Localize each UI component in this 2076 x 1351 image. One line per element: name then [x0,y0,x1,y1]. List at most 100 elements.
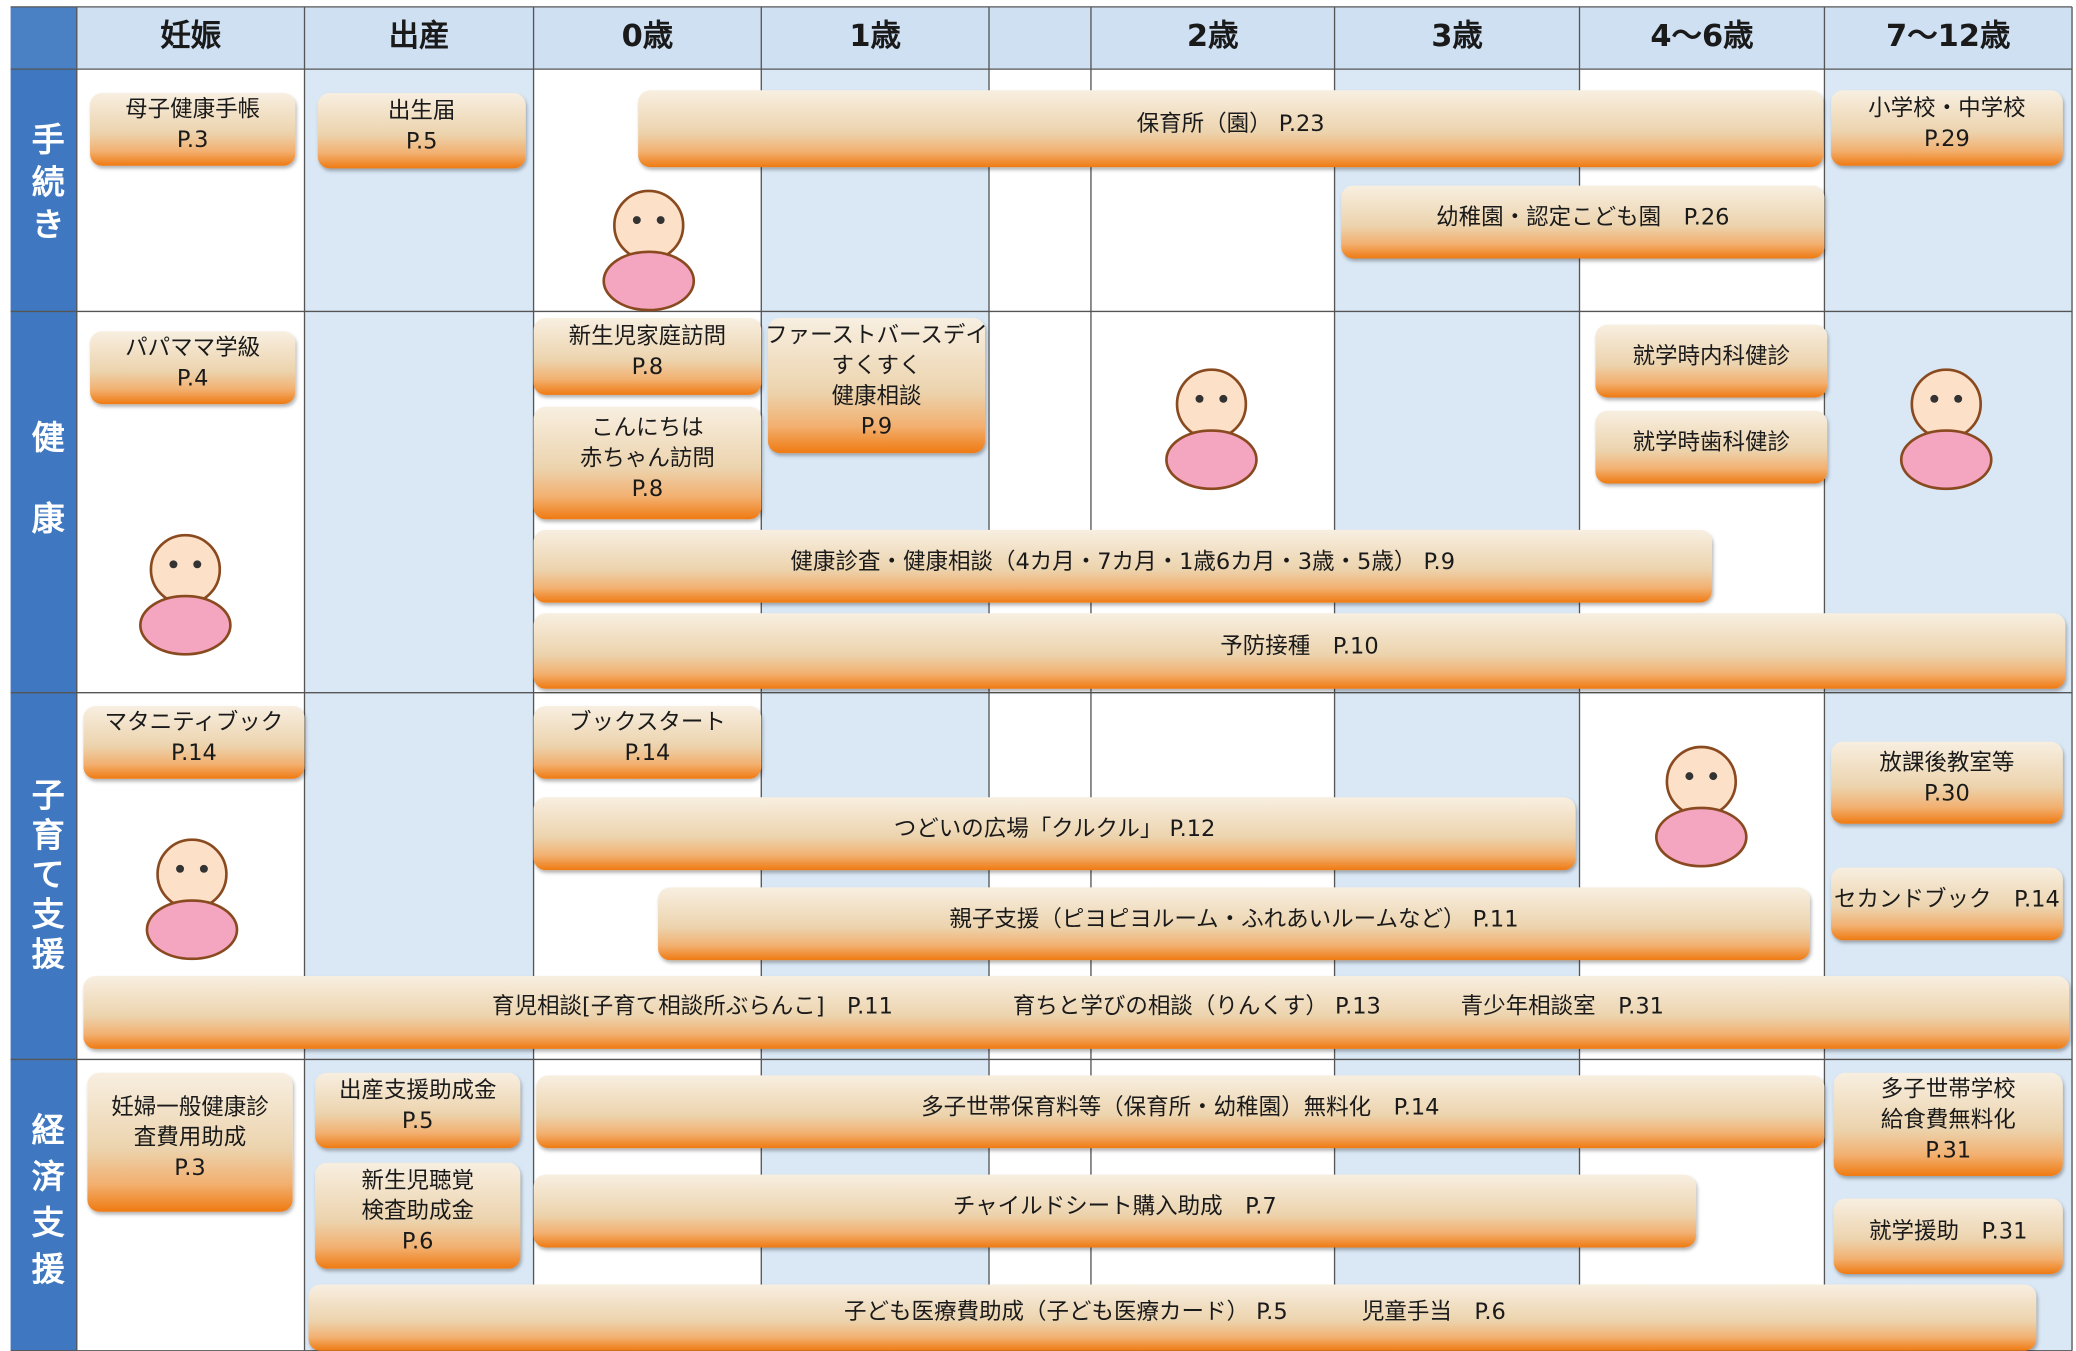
service-text: P.4 [177,365,209,391]
service-text: P.5 [402,1108,434,1134]
service-text: 妊婦一般健康診 [111,1094,269,1120]
row-label: 手続き [26,122,65,249]
row-label: 経済支援 [26,1112,65,1297]
service-box [83,976,2070,1049]
illustration [1654,806,1748,868]
illustration [1910,368,1982,440]
service-text: 健康相談 [831,383,921,409]
service-box [308,1284,2037,1351]
column-bg [304,69,534,1351]
service-text: 子ども医療費助成（子ども医療カード） P.5 [844,1299,1288,1325]
service-text: 育ちと学びの相談（りんくす） P.13 [1013,994,1381,1020]
illustration [1665,745,1738,818]
column-bg [989,69,1091,1351]
label-column [10,69,77,1351]
service-box [1833,1198,2063,1274]
service-text: 出産支援助成金 [339,1078,497,1104]
service-text: 査費用助成 [134,1125,247,1151]
service-box [1341,185,1825,259]
column-header: 妊娠 [160,19,221,54]
service-text: パパママ学級 [125,335,260,361]
illustration [613,189,685,262]
service-text: 就学援助 P.31 [1869,1219,2027,1245]
service-text: 小学校・中学校 [1868,95,2026,121]
service-text: 検査助成金 [361,1198,474,1224]
service-box [536,1075,1825,1149]
service-text: P.5 [406,128,438,154]
service-box [90,331,296,405]
column-bg [1334,69,1580,1351]
service-box [1831,741,2063,824]
column-header: 2歳 [1187,19,1239,54]
illustration [656,216,665,225]
service-text: こんにちは [591,415,704,441]
column-bg [1579,69,1825,1351]
service-box [83,705,305,779]
service-text: P.9 [861,414,893,440]
service-text: ファーストバースデイ [765,322,988,348]
service-text: P.30 [1924,780,1970,806]
row-label: 子育て支援 [26,777,65,976]
service-box [1831,867,2063,941]
illustration [632,216,641,225]
service-box [767,318,986,454]
corner [10,6,77,70]
service-text: 放課後教室等 [1879,750,2014,776]
service-box [533,705,762,779]
service-text: 育児相談[子育て相談所ぶらんこ] P.11 [492,994,893,1020]
service-box [317,92,526,169]
service-text: 母子健康手帳 [125,97,260,123]
column-header: 0歳 [622,19,674,54]
service-text: 新生児聴覚 [361,1168,474,1194]
illustration [145,899,239,961]
service-text: P.14 [171,740,217,766]
illustration [156,838,228,910]
service-text: すくすく [831,353,921,379]
illustration [169,560,178,569]
illustration [199,864,208,873]
service-text: 健康診査・健康相談（4カ月・7カ月・1歳6カ月・3歳・5歳） P.9 [790,549,1455,575]
service-text: P.3 [177,127,209,153]
service-box [87,1072,293,1212]
illustration [1709,772,1718,781]
illustration [139,594,232,656]
illustration [1685,772,1694,781]
row-label: 健康 [26,420,65,582]
service-text: 予防接種 P.10 [1220,634,1378,660]
service-box [1595,324,1828,398]
illustration [1175,368,1248,440]
service-text: P.31 [1925,1137,1971,1163]
illustration [1195,394,1204,403]
service-text: 児童手当 P.6 [1362,1299,1506,1325]
service-text: 給食費無料化 [1881,1107,2016,1133]
illustration [1219,394,1228,403]
service-text: つどいの広場「クルクル」 P.12 [894,816,1216,842]
service-box [90,92,296,166]
service-text: 出生届 [388,98,456,124]
service-text: 親子支援（ピヨピヨルーム・ふれあいルームなど） P.11 [949,906,1518,932]
service-box [533,529,1712,603]
service-text: 幼稚園・認定こども園 P.26 [1436,205,1729,231]
column-bg [761,69,990,1351]
service-text: 保育所（園） P.23 [1137,111,1325,137]
column-header: 4〜6歳 [1650,19,1753,54]
service-box [533,1174,1697,1248]
column-bg [1090,69,1335,1351]
service-box [1831,90,2063,166]
service-box [638,90,1824,168]
service-box [533,613,2066,689]
service-box [1595,410,1828,484]
service-text: P.29 [1924,126,1970,152]
illustration [149,533,222,606]
service-text: チャイルドシート購入助成 P.7 [953,1194,1277,1220]
service-text: 新生児家庭訪問 [569,324,727,350]
column-header: 3歳 [1431,19,1483,54]
illustration [602,250,696,312]
service-text: 青少年相談室 P.31 [1461,994,1664,1020]
service-text: P.8 [632,476,664,502]
illustration [1954,394,1963,403]
service-box [533,406,762,520]
service-text: セカンドブック P.14 [1834,886,2060,912]
service-box [658,887,1810,961]
